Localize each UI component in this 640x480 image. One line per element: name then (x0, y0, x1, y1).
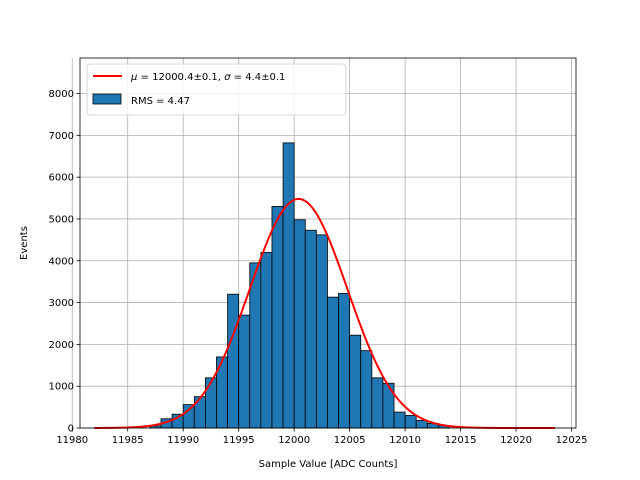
histogram-bar (182, 404, 195, 429)
x-tick-label: 12015 (445, 435, 477, 446)
histogram-bars (149, 142, 450, 429)
histogram-bar (393, 411, 406, 429)
x-tick-label: 12005 (334, 435, 366, 446)
histogram-bar (415, 420, 428, 429)
y-tick-label: 0 (68, 424, 74, 435)
y-tick-label: 1000 (49, 382, 74, 393)
histogram-bar (371, 377, 384, 429)
histogram-bar (360, 350, 373, 429)
y-tick-label: 4000 (49, 256, 74, 267)
x-tick-label: 12025 (556, 435, 588, 446)
x-axis-title: Sample Value [ADC Counts] (259, 459, 398, 470)
axis-ticks: 11980 11985 11990 11995 12000 12005 12010 12015… (49, 89, 588, 446)
histogram-bar (404, 415, 417, 429)
y-axis-title: Events (19, 226, 30, 260)
x-tick-label: 11995 (223, 435, 255, 446)
histogram-bar (227, 293, 240, 429)
histogram-bar (238, 314, 251, 429)
x-tick-label: 11985 (112, 435, 144, 446)
x-tick-label: 12000 (278, 435, 310, 446)
legend-fit-label: μ = 12000.4±0.1, σ = 4.4±0.1 (130, 72, 285, 83)
x-tick-label: 11990 (167, 435, 199, 446)
y-tick-label: 3000 (49, 298, 74, 309)
y-tick-label: 2000 (49, 340, 74, 351)
histogram-bar (338, 292, 351, 429)
histogram-bar (204, 377, 217, 429)
histogram-bar (293, 219, 306, 429)
y-tick-label: 5000 (49, 214, 74, 225)
legend-hist-label: RMS = 4.47 (131, 96, 190, 107)
histogram-bar (271, 206, 284, 429)
histogram-bar (315, 234, 328, 429)
histogram-bar (260, 252, 273, 429)
histogram-bar (304, 229, 317, 429)
y-tick-label: 6000 (49, 173, 74, 184)
legend-hist-swatch (92, 93, 122, 105)
histogram-bar (349, 334, 362, 429)
legend: μ = 12000.4±0.1, σ = 4.4±0.1 RMS = 4.47 (86, 63, 347, 116)
histogram-bar (382, 382, 395, 429)
y-tick-label: 7000 (49, 131, 74, 142)
x-tick-label: 12010 (389, 435, 421, 446)
histogram-bar (193, 396, 206, 429)
legend-frame (86, 63, 347, 116)
x-tick-label: 11980 (56, 435, 88, 446)
plot-frame (79, 57, 577, 429)
x-tick-label: 12020 (500, 435, 532, 446)
histogram-bar (249, 262, 262, 429)
y-tick-label: 8000 (49, 89, 74, 100)
histogram-bar (282, 142, 295, 429)
histogram-bar (327, 296, 339, 429)
